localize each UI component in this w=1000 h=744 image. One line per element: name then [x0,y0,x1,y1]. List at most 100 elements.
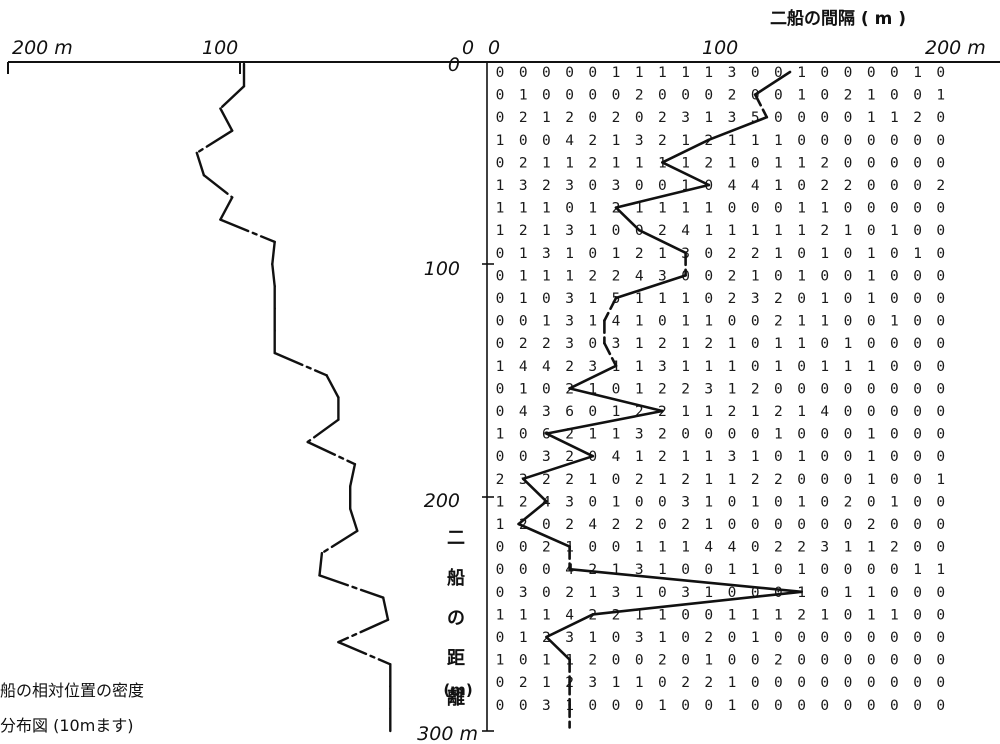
grid-cell: 0 [936,223,945,239]
ridge-segment [545,409,664,435]
grid-cell: 0 [820,675,829,691]
grid-cell: 0 [658,517,667,533]
grid-cell: 2 [519,155,528,171]
grid-cell: 1 [681,155,690,171]
grid-cell: 0 [496,291,505,307]
caption-line-1: 船の相対位置の密度 [0,681,144,700]
grid-cell: 0 [890,630,899,646]
grid-cell: 3 [728,65,737,81]
y-tick-100: 100 [424,258,460,280]
grid-cell: 0 [681,562,690,578]
grid-cell: 1 [728,155,737,171]
grid-cell: 4 [565,607,574,623]
grid-cell: 0 [797,178,806,194]
grid-cell: 1 [936,562,945,578]
y-label-char-2: 船 [447,567,465,589]
y-tick-200: 200 [424,490,460,512]
grid-cell: 1 [635,585,644,601]
grid-cell: 6 [565,404,574,420]
grid-cell: 0 [820,630,829,646]
grid-cell: 3 [635,630,644,646]
grid-cell: 1 [751,133,760,149]
grid-cell: 0 [519,449,528,465]
grid-cell: 1 [704,517,713,533]
grid-cell: 2 [728,404,737,420]
grid-cell: 4 [519,359,528,375]
grid-cell: 2 [751,246,760,262]
grid-cell: 1 [751,607,760,623]
grid-cell: 0 [519,540,528,556]
grid-cell: 2 [704,630,713,646]
grid-cell: 1 [704,201,713,217]
grid-cell: 3 [565,630,574,646]
grid-cell: 1 [519,630,528,646]
grid-cell: 1 [844,585,853,601]
grid-cell: 0 [496,65,505,81]
grid-cell: 0 [936,449,945,465]
grid-cell: 1 [519,246,528,262]
ridge-segment [545,635,571,661]
grid-cell: 0 [542,88,551,104]
grid-cell: 1 [496,178,505,194]
grid-cell: 1 [797,314,806,330]
grid-cell: 0 [890,336,899,352]
grid-cell: 0 [890,427,899,443]
grid-cell: 0 [867,653,876,669]
grid-cell: 1 [913,65,922,81]
grid-cell: 0 [867,698,876,714]
grid-cell: 1 [704,110,713,126]
grid-cell: 0 [936,494,945,510]
grid-cell: 1 [681,540,690,556]
grid-cell: 1 [612,65,621,81]
grid-cell: 0 [844,110,853,126]
grid-cell: 1 [704,65,713,81]
grid-cell: 0 [612,698,621,714]
grid-cell: 0 [890,585,899,601]
ridge-segment [517,500,548,526]
grid-cell: 1 [774,359,783,375]
profile-segment [195,151,206,177]
grid-cell: 0 [936,540,945,556]
grid-cell: 0 [890,472,899,488]
grid-cell: 1 [797,268,806,284]
grid-cell: 2 [774,404,783,420]
grid-cell: 1 [820,314,829,330]
ridge-segment [614,206,641,232]
grid-cell: 0 [496,404,505,420]
grid-cell: 0 [867,223,876,239]
grid-cell: 1 [704,223,713,239]
grid-cell: 0 [913,630,922,646]
grid-cell: 0 [751,585,760,601]
grid-cell: 0 [820,698,829,714]
grid-cell: 1 [658,540,667,556]
grid-cell: 0 [936,291,945,307]
grid-cell: 0 [496,314,505,330]
grid-cell: 1 [658,607,667,623]
grid-cell: 3 [635,133,644,149]
grid-cell: 0 [797,427,806,443]
grid-cell: 2 [612,110,621,126]
grid-cell: 2 [681,381,690,397]
grid-cell: 3 [612,178,621,194]
grid-cell: 1 [635,607,644,623]
ridge-segment [545,613,595,639]
grid-cell: 1 [867,88,876,104]
grid-cell: 1 [704,494,713,510]
grid-cell: 1 [797,404,806,420]
grid-cell: 2 [635,246,644,262]
grid-cell: 0 [797,359,806,375]
grid-cell: 0 [751,427,760,443]
grid-cell: 0 [774,381,783,397]
grid-cell: 2 [658,427,667,443]
grid-cell: 2 [542,178,551,194]
grid-cell: 0 [728,630,737,646]
grid-cell: 0 [867,201,876,217]
grid-cell: 0 [820,653,829,669]
grid-cell: 1 [797,494,806,510]
grid-cell: 0 [844,381,853,397]
caption-line-2: 分布図 (10mます) [0,716,134,735]
profile-segment [382,596,390,621]
grid-cell: 0 [844,675,853,691]
grid-cell: 1 [681,201,690,217]
grid-cell: 0 [936,110,945,126]
